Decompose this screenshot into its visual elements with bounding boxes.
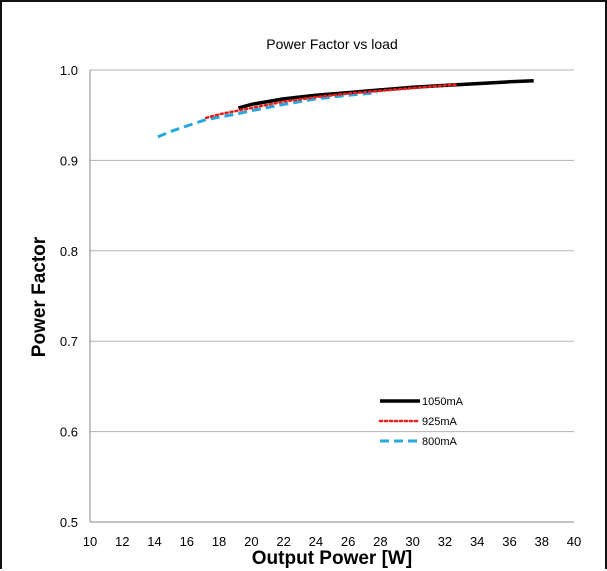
gridlines [90,69,574,433]
x-tick-label: 34 [470,534,484,549]
legend: 1050mA 925mA 800mA [378,396,464,448]
tick-labels: 0.5 0.6 0.7 0.8 0.9 1.0 10 12 14 16 18 20 22 24 26 28 30… [60,63,581,549]
x-tick-label: 10 [83,534,97,549]
x-tick-label: 14 [147,534,161,549]
legend-label: 800mA [422,436,458,448]
x-tick-label: 26 [341,534,355,549]
y-tick-label: 1.0 [60,63,78,78]
y-tick-label: 0.8 [60,244,78,259]
x-tick-label: 24 [309,534,323,549]
y-axis-title: Power Factor [29,236,50,357]
x-tick-label: 36 [502,534,516,549]
legend-label: 925mA [422,416,458,428]
x-tick-label: 28 [373,534,387,549]
y-tick-label: 0.7 [60,334,78,349]
series-line-800ma [157,91,378,139]
x-axis-title: Output Power [W] [252,548,412,569]
x-tick-label: 20 [244,534,258,549]
x-tick-label: 16 [180,534,194,549]
x-tick-label: 30 [405,534,419,549]
legend-label: 1050mA [422,396,464,408]
y-tick-label: 0.9 [60,153,78,168]
x-tick-label: 18 [212,534,226,549]
chart-title: Power Factor vs load [266,36,398,52]
x-tick-label: 32 [438,534,452,549]
series-group [157,79,534,139]
series-line-925ma [204,83,460,120]
x-tick-label: 40 [567,534,581,549]
y-tick-label: 0.5 [60,515,78,530]
axes [89,70,574,523]
y-tick-label: 0.6 [60,425,78,440]
x-tick-label: 38 [534,534,548,549]
x-tick-label: 12 [115,534,129,549]
x-tick-label: 22 [276,534,290,549]
